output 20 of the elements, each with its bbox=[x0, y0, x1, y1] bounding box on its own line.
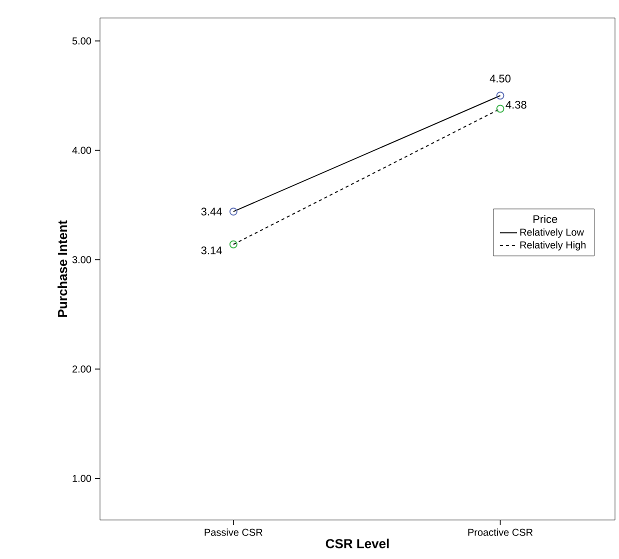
y-tick-label: 5.00 bbox=[72, 37, 92, 44]
data-label: 3.44 bbox=[201, 208, 222, 216]
point bbox=[229, 240, 238, 248]
y-tick-label: 4.00 bbox=[72, 146, 92, 154]
point bbox=[496, 92, 504, 100]
data-label: 4.50 bbox=[490, 74, 511, 82]
x-tick-label: Proactive CSR bbox=[468, 528, 533, 536]
legend-label: Relatively Low bbox=[520, 228, 584, 238]
y-tick-label: 1.00 bbox=[72, 474, 92, 482]
legend-label: Relatively High bbox=[520, 241, 586, 250]
data-label: 3.14 bbox=[201, 246, 222, 254]
y-tick-label: 2.00 bbox=[72, 366, 92, 373]
y-tick-label: 3.00 bbox=[72, 256, 92, 264]
x-axis-title: CSR Level bbox=[326, 538, 389, 548]
legend-title: Price bbox=[533, 214, 558, 224]
y-axis-title: Purchase Intent bbox=[58, 220, 68, 317]
x-tick-label: Passive CSR bbox=[204, 528, 262, 536]
point bbox=[496, 104, 504, 113]
data-label: 4.38 bbox=[506, 100, 526, 109]
point bbox=[229, 208, 238, 216]
